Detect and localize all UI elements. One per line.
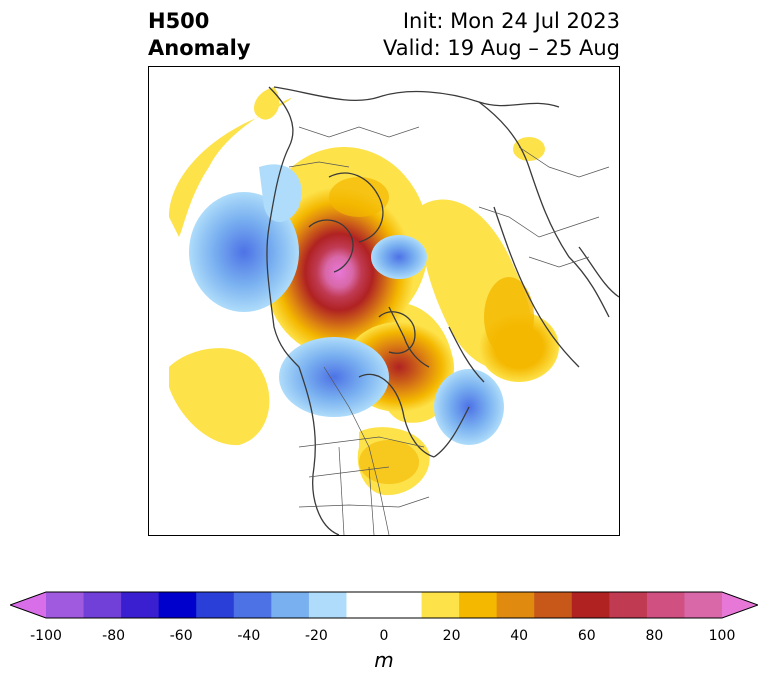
colorbar-segment — [83, 592, 122, 618]
colorbar-segment — [308, 592, 347, 618]
init-date: Init: Mon 24 Jul 2023 — [402, 9, 620, 33]
colorbar-outline — [10, 591, 758, 619]
colorbar-segment — [684, 592, 723, 618]
colorbar-segment — [421, 592, 460, 618]
colorbar-segment — [609, 592, 648, 618]
colorbar-segment — [196, 592, 235, 618]
colorbar-extend-max — [722, 592, 758, 618]
colorbar-tick-label: -60 — [169, 628, 193, 644]
colorbar-tick-label: 0 — [379, 628, 389, 644]
colorbar-tick-label: 100 — [708, 628, 736, 644]
title-line-1: H500 — [148, 9, 210, 33]
title-line-2: Anomaly — [148, 36, 251, 60]
colorbar-segment — [384, 592, 423, 618]
date-info: Init: Mon 24 Jul 2023 Valid: 19 Aug – 25… — [383, 8, 620, 62]
colorbar-segment — [233, 592, 272, 618]
colorbar-segment — [346, 592, 385, 618]
valid-range: Valid: 19 Aug – 25 Aug — [382, 36, 620, 60]
colorbar-segment — [534, 592, 573, 618]
colorbar-tick-label: -20 — [304, 628, 328, 644]
colorbar-tick-label: 40 — [510, 628, 529, 644]
coastlines — [266, 86, 619, 535]
colorbar-tick-label: 20 — [442, 628, 461, 644]
colorbar-ticks: -100 -80 -60 -40 -20 0 20 40 60 80 100 — [0, 628, 768, 648]
colorbar-segment — [271, 592, 310, 618]
colorbar-segment — [646, 592, 685, 618]
anomaly-map — [148, 66, 620, 536]
colorbar-segment — [496, 592, 535, 618]
map-title: H500 Anomaly — [148, 8, 251, 62]
political-borders — [288, 126, 610, 535]
map-canvas — [149, 86, 619, 535]
colorbar-tick-label: -40 — [237, 628, 261, 644]
colorbar-segment — [121, 592, 160, 618]
colorbar-tick-label: -100 — [30, 628, 62, 644]
colorbar-extend-min — [10, 592, 46, 618]
colorbar — [10, 591, 758, 619]
colorbar-tick-label: 60 — [577, 628, 596, 644]
colorbar-tick-label: -80 — [102, 628, 126, 644]
colorbar-segment — [46, 592, 85, 618]
colorbar-segment — [158, 592, 197, 618]
colorbar-unit: m — [374, 648, 394, 672]
colorbar-segment — [571, 592, 610, 618]
colorbar-tick-label: 80 — [645, 628, 664, 644]
colorbar-segment — [459, 592, 498, 618]
